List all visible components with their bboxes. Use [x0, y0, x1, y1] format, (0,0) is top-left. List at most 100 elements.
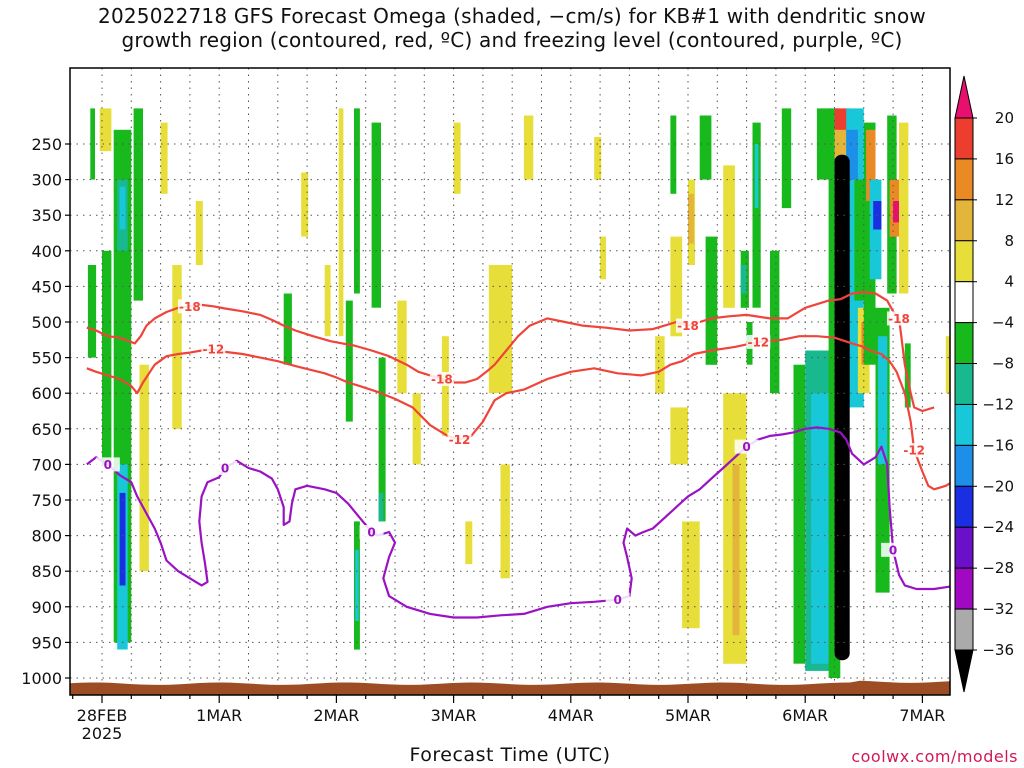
omega-cell [893, 201, 899, 223]
omega-cell [866, 129, 876, 201]
dgz-minus18-label-bg [429, 371, 454, 386]
colorbar-top-arrow [954, 75, 974, 119]
y-tick-label: 750 [31, 491, 62, 510]
y-axis: 250 300 350 400 450 500 550 600 650 700 750 800 850 9… [21, 135, 70, 688]
omega-cell [160, 122, 168, 194]
colorbar: 20 16 12 8 4 −4 −8 −12 −16 −20 −24 −28 −32 −36 [954, 75, 1014, 693]
freezing-level-label: 0 [742, 440, 750, 454]
colorbar-label: 16 [995, 150, 1014, 168]
omega-cell [139, 364, 149, 572]
omega-cell [655, 336, 665, 394]
y-tick-label: 300 [31, 171, 62, 190]
colorbar-swatch [954, 526, 974, 569]
y-tick-label: 800 [31, 527, 62, 546]
dgz-minus12-label: -12 [449, 433, 471, 447]
omega-cell [754, 144, 759, 209]
omega-cell [338, 108, 344, 337]
omega-cell [670, 407, 688, 465]
title-line-2: growth region (contoured, red, ºC) and f… [121, 28, 903, 52]
x-tick-label: 28FEB [77, 706, 128, 725]
omega-cell [688, 193, 694, 244]
x-tick-label: 3MAR [431, 706, 477, 725]
colorbar-label: 12 [995, 191, 1014, 209]
omega-cell [500, 464, 510, 579]
freezing-level-label: 0 [104, 458, 112, 472]
omega-cell [465, 521, 473, 565]
dgz-minus18-label-bg [177, 299, 202, 314]
y-tick-label: 850 [31, 562, 62, 581]
colorbar-swatch [954, 199, 974, 242]
omega-cell [723, 165, 735, 308]
colorbar-swatch [954, 117, 974, 160]
omega-cell [752, 122, 761, 308]
y-tick-label: 450 [31, 277, 62, 296]
colorbar-swatch [954, 444, 974, 487]
omega-cell [172, 265, 182, 429]
omega-cell [119, 492, 126, 586]
omega-cell [441, 336, 449, 436]
omega-shading [87, 108, 950, 678]
y-tick-label: 250 [31, 135, 62, 154]
colorbar-bottom-arrow [954, 649, 974, 693]
omega-cell [378, 357, 386, 522]
colorbar-swatch [954, 567, 974, 610]
omega-cell [816, 108, 831, 180]
colorbar-label: −8 [992, 355, 1014, 373]
colorbar-label: 8 [1004, 232, 1014, 250]
omega-cell [99, 108, 112, 152]
dgz-minus18-label: -18 [888, 312, 910, 326]
y-tick-label: 1000 [21, 669, 62, 688]
x-tick-label: 5MAR [665, 706, 711, 725]
chart-title: 2025022718 GFS Forecast Omega (shaded, −… [0, 4, 1024, 52]
freezing-level-label-bg [734, 439, 759, 454]
omega-cell [682, 521, 700, 629]
omega-cell [283, 293, 292, 365]
omega-cell [699, 115, 712, 180]
y-tick-label: 900 [31, 598, 62, 617]
omega-cell [811, 393, 831, 664]
omega-cell [846, 129, 858, 180]
colorbar-swatch [954, 281, 974, 324]
colorbar-label: −20 [982, 477, 1014, 495]
x-tick-label: 4MAR [548, 706, 594, 725]
colorbar-swatch [954, 485, 974, 528]
dgz-minus12-line [86, 335, 950, 491]
freezing-level-label: 0 [889, 543, 897, 557]
omega-cell [670, 236, 683, 337]
y-tick-label: 550 [31, 349, 62, 368]
omega-cell [87, 265, 97, 358]
omega-cell [523, 115, 534, 180]
dgz-minus12-label-bg [746, 334, 771, 349]
freezing-level-label: 0 [614, 593, 622, 607]
colorbar-swatch [954, 158, 974, 201]
omega-cell [770, 250, 780, 394]
omega-cell [354, 108, 360, 294]
dgz-minus12-label-bg [201, 342, 226, 357]
dgz-minus18-label-bg [886, 311, 911, 326]
colorbar-label: −16 [982, 436, 1014, 454]
omega-cell [594, 136, 602, 180]
plot-frame [69, 67, 951, 696]
omega-cell [412, 393, 421, 465]
omega-cell [834, 108, 850, 130]
omega-cell [345, 300, 353, 422]
dgz-minus12-label: -12 [903, 444, 925, 458]
dgz-minus18-label: -18 [179, 300, 201, 314]
x-tick-label: 7MAR [899, 706, 945, 725]
dgz-minus18-label-bg [676, 318, 700, 333]
omega-cell [899, 122, 909, 294]
colorbar-swatch [954, 363, 974, 405]
omega-cell [133, 108, 143, 301]
omega-cell [301, 172, 309, 237]
x-axis-label: Forecast Time (UTC) [409, 744, 611, 766]
credit-text: coolwx.com/models [851, 747, 1018, 766]
colorbar-label: −4 [992, 314, 1014, 332]
omega-cell [793, 364, 806, 664]
dgz-minus18-label: -18 [677, 319, 699, 333]
dgz-minus12-label: -12 [747, 335, 769, 349]
dgz-minus12-label-bg [447, 432, 472, 447]
omega-cell [90, 108, 95, 180]
freezing-level-label-bg [881, 542, 906, 557]
omega-cell [378, 492, 384, 522]
colorbar-label: −24 [982, 518, 1014, 536]
